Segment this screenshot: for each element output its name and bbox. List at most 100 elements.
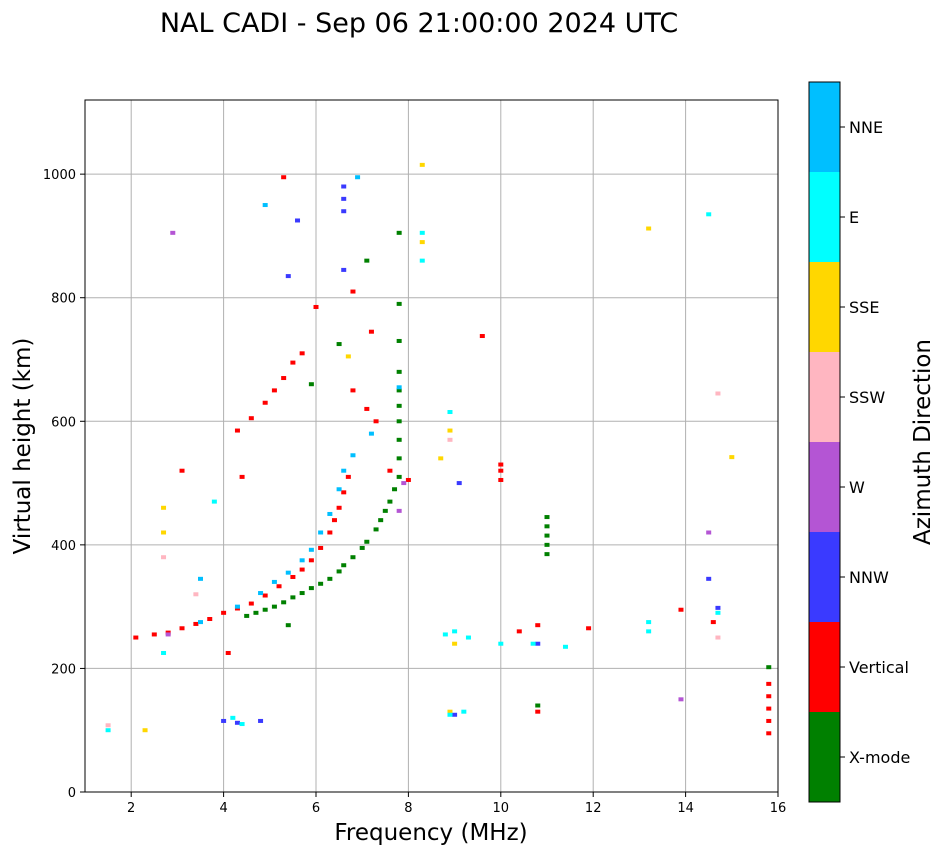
data-point xyxy=(350,453,356,458)
data-point xyxy=(364,539,370,544)
colorbar-tick-label: SSW xyxy=(849,388,885,407)
data-point xyxy=(341,267,347,272)
data-point xyxy=(535,709,541,714)
data-point xyxy=(211,499,217,504)
data-point xyxy=(544,524,550,529)
data-point xyxy=(646,620,652,625)
data-point xyxy=(258,591,264,596)
data-point xyxy=(271,579,277,584)
data-point xyxy=(290,595,296,600)
data-point xyxy=(447,428,453,433)
tick-layer: 2 4 6 8 10 12 14 16 0 200 400 600 800 1000 xyxy=(43,168,786,816)
data-point xyxy=(373,527,379,532)
data-point xyxy=(530,641,536,646)
data-point xyxy=(452,712,458,717)
data-point xyxy=(299,567,305,572)
colorbar-tick-label: NNE xyxy=(849,118,883,137)
data-point xyxy=(308,547,314,552)
data-point xyxy=(341,468,347,473)
series-e xyxy=(105,212,721,733)
colorbar-tick-label: E xyxy=(849,208,859,227)
data-point xyxy=(290,360,296,365)
data-point xyxy=(234,720,240,725)
data-point xyxy=(350,555,356,560)
data-point xyxy=(198,576,203,581)
data-point xyxy=(465,635,471,640)
data-point xyxy=(350,388,356,393)
data-point xyxy=(419,230,425,235)
data-point xyxy=(396,385,402,390)
data-point xyxy=(234,428,240,433)
data-point xyxy=(766,681,772,686)
data-point xyxy=(281,600,287,605)
data-point xyxy=(456,481,462,486)
x-tick-label: 16 xyxy=(770,801,787,816)
data-point xyxy=(396,419,402,424)
data-point xyxy=(368,329,374,334)
data-point xyxy=(271,388,277,393)
x-tick-label: 10 xyxy=(493,801,510,816)
data-point xyxy=(715,605,721,610)
data-point xyxy=(318,581,324,586)
data-point xyxy=(299,558,305,563)
data-point xyxy=(419,240,425,245)
data-point xyxy=(447,410,453,415)
data-point xyxy=(308,382,314,387)
y-tick-label: 1000 xyxy=(43,168,76,183)
colorbar-segment-e xyxy=(809,172,840,262)
chart-title: NAL CADI - Sep 06 21:00:00 2024 UTC xyxy=(160,8,678,39)
data-point xyxy=(179,626,185,631)
data-point xyxy=(179,468,185,473)
data-point xyxy=(447,712,453,717)
data-point xyxy=(715,610,721,615)
data-point xyxy=(341,563,347,568)
data-point xyxy=(562,644,568,649)
data-point xyxy=(161,650,167,655)
data-point xyxy=(248,416,254,421)
data-point xyxy=(327,530,333,535)
y-tick-label: 0 xyxy=(68,786,76,801)
colorbar-tick-label: W xyxy=(849,478,865,497)
data-point xyxy=(729,455,735,460)
x-axis-label: Frequency (MHz) xyxy=(334,820,527,846)
data-point xyxy=(498,462,504,467)
data-point xyxy=(345,474,351,479)
data-point xyxy=(396,474,402,479)
data-point xyxy=(461,709,467,714)
y-tick-label: 400 xyxy=(51,539,76,554)
data-point xyxy=(498,477,504,482)
series-x-mode xyxy=(244,230,772,708)
data-point xyxy=(715,391,721,396)
data-point xyxy=(327,511,333,516)
colorbar-segment-vertical xyxy=(809,622,840,712)
data-point xyxy=(535,703,541,708)
data-point xyxy=(710,620,716,625)
data-point xyxy=(544,533,550,538)
data-point xyxy=(392,487,398,492)
colorbar-segment-x-mode xyxy=(809,712,840,802)
data-point xyxy=(364,406,370,411)
data-point xyxy=(327,576,333,581)
data-point xyxy=(396,403,402,408)
data-point xyxy=(706,212,712,217)
data-point xyxy=(230,715,236,720)
data-point xyxy=(248,601,254,606)
data-point xyxy=(396,230,402,235)
data-point xyxy=(364,258,370,263)
y-tick-label: 800 xyxy=(51,292,76,307)
data-point xyxy=(105,728,111,733)
colorbar-tick-label: Vertical xyxy=(849,658,909,677)
data-point xyxy=(262,607,268,612)
data-point xyxy=(161,505,167,510)
data-point xyxy=(438,456,444,461)
series-sse xyxy=(142,162,735,733)
data-point xyxy=(142,728,148,733)
data-point xyxy=(318,545,324,550)
colorbar-tick-label: X-mode xyxy=(849,748,910,767)
data-point xyxy=(766,731,772,736)
data-point xyxy=(396,437,402,442)
data-point xyxy=(262,203,268,208)
data-point xyxy=(151,632,157,637)
data-point xyxy=(359,545,365,550)
plot-frame xyxy=(84,99,779,793)
